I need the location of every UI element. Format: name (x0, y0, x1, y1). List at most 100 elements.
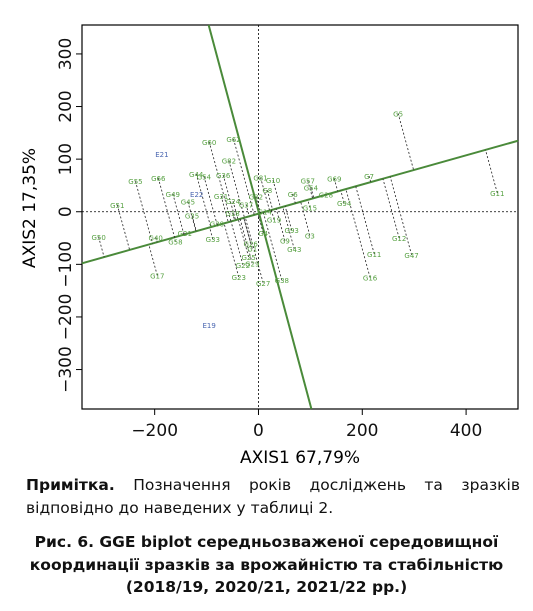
aec-lines (81, 24, 519, 410)
x-tick-label: 200 (346, 421, 378, 441)
projection-line (255, 196, 261, 214)
note-label: Примітка. (26, 476, 115, 494)
y-tick-label: −200 (56, 294, 76, 341)
genotype-label: G1 (247, 246, 257, 254)
y-tick-label: 300 (56, 38, 76, 70)
genotype-label: G33 (206, 236, 220, 244)
genotype-label: G25 (241, 254, 255, 262)
environment-label: E22 (190, 191, 203, 199)
projection-line (266, 190, 274, 210)
genotype-label: G21 (178, 230, 192, 238)
environment-label: E19 (202, 322, 215, 330)
projection-line (228, 160, 245, 218)
genotype-label: G49 (166, 191, 180, 199)
projection-line (389, 176, 412, 255)
genotype-label: G40 (149, 235, 163, 243)
y-axis-label: AXIS2 17,35% (20, 148, 40, 268)
projection-line (157, 177, 175, 238)
genotype-label: G9 (280, 238, 290, 246)
projection-line (300, 201, 311, 236)
genotype-label: G16 (363, 274, 378, 282)
genotype-label: G11 (367, 251, 381, 259)
projection-line (271, 209, 275, 220)
genotype-label: G37 (239, 201, 253, 209)
projection-line (310, 187, 315, 199)
genotype-label: G94 (337, 200, 352, 208)
projection-line (307, 180, 314, 199)
genotype-label: G11 (490, 190, 504, 198)
projection-line (284, 206, 293, 231)
genotype-label: G54 (304, 185, 319, 193)
genotype-label: G54 (197, 173, 212, 181)
projection-line (223, 223, 240, 278)
genotype-label: G58 (168, 239, 182, 247)
genotype-label: G23 (232, 274, 246, 282)
y-tick-label: 0 (56, 206, 76, 217)
projection-line (203, 176, 218, 226)
projection-line (382, 178, 400, 239)
projection-line (191, 215, 197, 232)
environment-label: E21 (155, 151, 168, 159)
genotype-label: G35 (185, 212, 199, 220)
genotype-label: G81 (253, 175, 267, 183)
caption-line-2: координації зразків за врожайністю та ст… (29, 555, 504, 574)
genotype-label: G93 (285, 227, 299, 235)
projection-line (243, 217, 253, 249)
genotype-label: G45 (181, 199, 195, 207)
genotype-label: G17 (150, 272, 164, 280)
aec-abscissa (81, 139, 519, 265)
genotype-label: G69 (327, 176, 341, 184)
projection-line (208, 141, 232, 222)
y-tick-label: −300 (56, 346, 76, 393)
genotype-label: G26 (244, 240, 259, 248)
projection-line (220, 195, 229, 223)
environment-labels: E21 E19 E22 (155, 151, 216, 330)
genotype-label: G57 (301, 178, 315, 186)
genotype-label: G6 (288, 191, 298, 199)
projection-line (155, 237, 158, 243)
projection-line (237, 219, 250, 258)
genotype-label: G30 (210, 220, 224, 228)
projection-line (172, 193, 185, 235)
y-tick-label: 100 (56, 143, 76, 175)
projection-line (230, 221, 244, 265)
x-tick-label: −200 (131, 421, 178, 441)
genotype-label: G44 (189, 171, 204, 179)
genotype-label: G19 (267, 217, 281, 225)
x-axis-label: AXIS1 67,79% (240, 448, 360, 468)
projection-line (257, 213, 264, 233)
x-tick-label: 400 (450, 421, 482, 441)
genotype-label: G38 (275, 277, 289, 285)
genotype-label: G22 (236, 262, 250, 270)
projection-line (173, 237, 176, 242)
projection-line (272, 180, 281, 208)
y-tick-label: 200 (56, 90, 76, 122)
genotype-label: G36 (216, 172, 231, 180)
projection-line (292, 193, 296, 204)
genotype-label: G31 (214, 193, 228, 201)
projection-line (232, 212, 235, 221)
projection-line (195, 173, 212, 228)
projection-line (485, 149, 498, 193)
plot-frame (81, 24, 519, 410)
projection-line (368, 175, 372, 183)
genotype-label: G18 (225, 210, 239, 218)
note-text: Позначення років досліджень та зразків в… (26, 476, 520, 517)
origin-crosshair (82, 25, 518, 409)
genotype-label: G43 (287, 246, 301, 254)
genotype-label: G28 (319, 191, 333, 199)
genotype-labels: G5 G11 G7 G12 G17 G51 G50 G55 G66 G58 G60 G62 G82 G44… (91, 110, 504, 287)
y-tick-label: −100 (56, 241, 76, 288)
projection-line (232, 201, 239, 220)
genotype-label: G32 (249, 193, 263, 201)
genotype-label: G8 (262, 187, 272, 195)
projection-line (282, 206, 295, 250)
projection-line (244, 217, 264, 283)
x-tick-label: 0 (253, 421, 264, 441)
genotype-label: G51 (110, 202, 124, 210)
caption-line-3: (2018/19, 2020/21, 2021/22 рр.) (125, 578, 408, 596)
genotype-label: G7 (364, 173, 374, 181)
genotype-label: G50 (91, 234, 105, 242)
genotype-label: G47 (404, 252, 418, 260)
genotype-label: G12 (392, 235, 406, 243)
